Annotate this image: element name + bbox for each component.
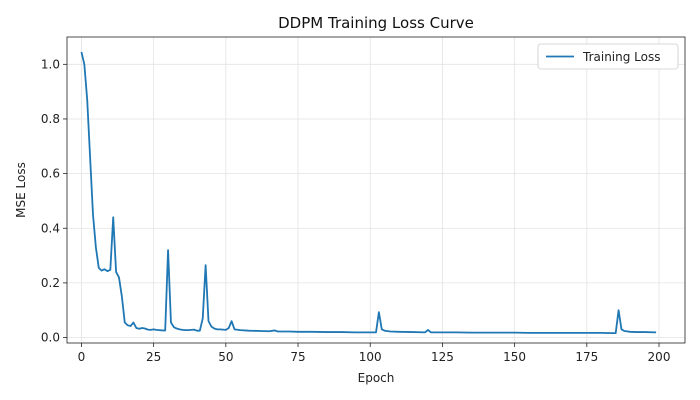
x-tick-label: 200 bbox=[648, 350, 671, 364]
y-tick-label: 0.0 bbox=[41, 331, 60, 345]
x-tick-label: 50 bbox=[218, 350, 233, 364]
y-tick-label: 0.6 bbox=[41, 167, 60, 181]
x-tick-label: 125 bbox=[431, 350, 454, 364]
y-axis-label: MSE Loss bbox=[14, 162, 28, 218]
grid bbox=[67, 37, 685, 343]
x-tick-label: 75 bbox=[290, 350, 305, 364]
plot-frame bbox=[66, 36, 686, 344]
x-axis-label: Epoch bbox=[358, 371, 395, 385]
axis-ticks: 0 25 50 75 100 125 150 175 200 0.0 0.2 0.4 0.6 0.8 1.0 bbox=[41, 57, 671, 364]
legend-box bbox=[537, 43, 679, 70]
legend-entry-training-loss: Training Loss bbox=[582, 50, 660, 64]
series-line-training-loss bbox=[80, 51, 657, 335]
y-tick-label: 0.2 bbox=[41, 276, 60, 290]
y-tick-label: 0.4 bbox=[41, 221, 60, 235]
y-tick-label: 1.0 bbox=[41, 57, 60, 71]
y-tick-label: 0.8 bbox=[41, 112, 60, 126]
legend: Training Loss bbox=[537, 43, 679, 70]
chart-title: DDPM Training Loss Curve bbox=[278, 14, 474, 32]
x-tick-label: 100 bbox=[359, 350, 382, 364]
x-tick-label: 150 bbox=[503, 350, 526, 364]
x-tick-label: 25 bbox=[146, 350, 161, 364]
x-tick-label: 175 bbox=[575, 350, 598, 364]
series-layer bbox=[80, 51, 657, 335]
x-tick-label: 0 bbox=[78, 350, 86, 364]
